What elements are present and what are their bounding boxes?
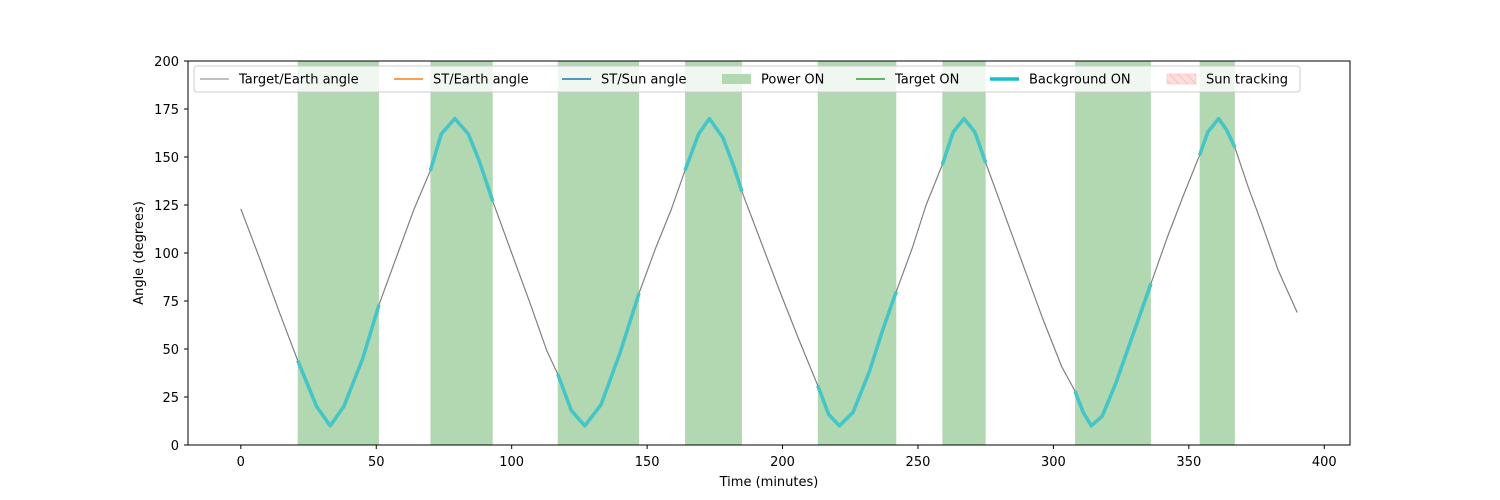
x-tick-label: 200 [770, 455, 795, 470]
background-on-segment-5 [816, 290, 898, 428]
x-tick-label: 350 [1176, 455, 1201, 470]
y-axis-label: Angle (degrees) [132, 201, 147, 305]
power-on-band-7 [1075, 61, 1151, 445]
y-tick-label: 25 [162, 391, 179, 406]
background-on-segment-6 [940, 116, 988, 166]
power-on-band-8 [1199, 61, 1235, 445]
legend-label-power-on: Power ON [761, 73, 824, 88]
background-on-overlay-5 [816, 290, 898, 428]
legend-label-background-on: Background ON [1029, 73, 1131, 88]
background-on-overlay-4 [683, 116, 744, 193]
background-on-overlay-2 [428, 116, 495, 202]
x-tick-label: 250 [906, 455, 931, 470]
x-tick-label: 300 [1041, 455, 1066, 470]
background-on-overlay-1 [296, 304, 381, 428]
y-tick-label: 150 [154, 151, 179, 166]
background-on-segment-3 [556, 292, 641, 428]
background-on-overlay-8 [1198, 116, 1237, 156]
y-tick-label: 50 [162, 343, 179, 358]
power-on-band-6 [942, 61, 986, 445]
legend-label-target-earth-angle: Target/Earth angle [238, 73, 359, 88]
legend-handle-power-on [722, 74, 751, 84]
y-tick-label: 200 [154, 55, 179, 70]
power-on-band-5 [817, 61, 897, 445]
x-tick-label: 0 [237, 455, 245, 470]
background-on-segment-1 [296, 304, 381, 428]
x-tick-label: 100 [499, 455, 524, 470]
legend: Target/Earth angle ST/Earth angle ST/Sun a… [193, 65, 1301, 93]
power-on-bands [297, 61, 1235, 445]
y-tick-label: 75 [162, 295, 179, 310]
background-on-overlay-7 [1073, 283, 1153, 428]
x-tick-label: 50 [368, 455, 385, 470]
background-on-segment-8 [1198, 116, 1237, 156]
legend-label-target-on: Target ON [894, 73, 959, 88]
legend-label-st-earth-angle: ST/Earth angle [433, 73, 529, 88]
x-tick-label: 150 [635, 455, 660, 470]
y-tick-label: 175 [154, 103, 179, 118]
legend-label-sun-tracking: Sun tracking [1206, 73, 1288, 88]
x-axis-label: Time (minutes) [719, 475, 819, 490]
y-tick-label: 100 [154, 247, 179, 262]
power-on-band-3 [557, 61, 639, 445]
x-tick-label: 400 [1312, 455, 1337, 470]
background-on-overlay-3 [556, 292, 641, 428]
legend-label-st-sun-angle: ST/Sun angle [601, 73, 687, 88]
y-axis-ticks: 0 25 50 75 100 125 150 175 200 [154, 55, 188, 454]
legend-handle-sun-tracking [1166, 73, 1197, 85]
background-on-segment-2 [428, 116, 495, 202]
background-on-segment-4 [683, 116, 744, 193]
power-on-band-1 [297, 61, 379, 445]
power-on-band-4 [685, 61, 742, 445]
series-lines [240, 116, 1298, 428]
background-on-overlay-6 [940, 116, 988, 166]
power-on-band-2 [430, 61, 493, 445]
y-tick-label: 125 [154, 199, 179, 214]
background-on-segment-7 [1073, 283, 1153, 428]
y-tick-label: 0 [171, 439, 179, 454]
x-axis-ticks: 0 50 100 150 200 250 300 350 400 [237, 445, 1337, 470]
